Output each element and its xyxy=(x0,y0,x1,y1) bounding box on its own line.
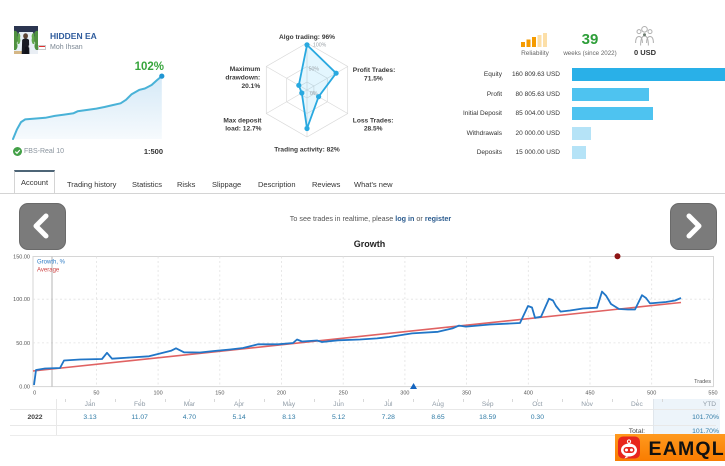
svg-text:0%: 0% xyxy=(310,91,318,97)
svg-text:load: 12.7%: load: 12.7% xyxy=(225,125,261,132)
svg-text:250: 250 xyxy=(339,391,348,397)
svg-text:50.00: 50.00 xyxy=(16,341,30,347)
svg-text:Algo trading: 96%: Algo trading: 96% xyxy=(279,34,335,41)
svg-text:400: 400 xyxy=(524,391,533,397)
svg-text:150.00: 150.00 xyxy=(13,255,30,261)
svg-text:350: 350 xyxy=(462,391,471,397)
svg-text:100: 100 xyxy=(154,391,163,397)
svg-text:300: 300 xyxy=(400,391,409,397)
svg-text:100.00: 100.00 xyxy=(13,297,30,303)
svg-text:71.5%: 71.5% xyxy=(364,75,383,82)
svg-text:Trades: Trades xyxy=(694,379,711,385)
svg-text:Max deposit: Max deposit xyxy=(223,117,262,124)
svg-text:0.00: 0.00 xyxy=(19,385,30,391)
svg-text:50: 50 xyxy=(93,391,99,397)
svg-text:Loss Trades:: Loss Trades: xyxy=(353,117,394,124)
svg-text:Profit Trades:: Profit Trades: xyxy=(353,67,396,74)
svg-text:500: 500 xyxy=(647,391,656,397)
svg-text:Trading activity: 82%: Trading activity: 82% xyxy=(274,147,340,154)
svg-text:Average: Average xyxy=(37,268,60,274)
svg-text:drawdown:: drawdown: xyxy=(225,75,260,82)
svg-text:150: 150 xyxy=(215,391,224,397)
svg-text:Growth, %: Growth, % xyxy=(37,260,66,266)
svg-text:50%: 50% xyxy=(309,67,320,73)
svg-text:200: 200 xyxy=(277,391,286,397)
svg-text:100%: 100% xyxy=(313,43,327,49)
svg-text:Maximum: Maximum xyxy=(230,66,261,73)
svg-text:EAMQL: EAMQL xyxy=(649,438,725,460)
svg-text:0: 0 xyxy=(33,391,36,397)
svg-text:28.5%: 28.5% xyxy=(364,125,383,132)
svg-text:20.1%: 20.1% xyxy=(241,83,260,90)
svg-text:550: 550 xyxy=(708,391,717,397)
svg-text:450: 450 xyxy=(585,391,594,397)
